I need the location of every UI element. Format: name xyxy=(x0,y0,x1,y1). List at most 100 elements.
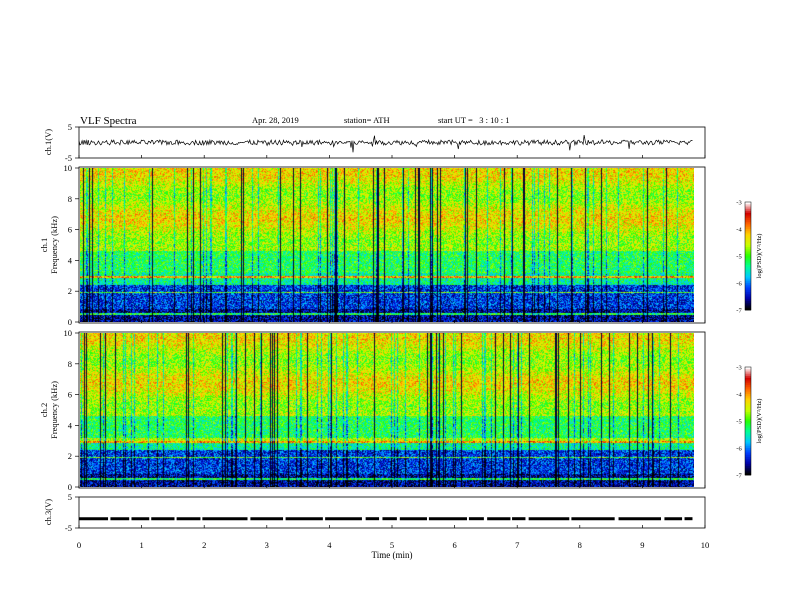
ch1-colorbar-swatch-19 xyxy=(745,236,751,239)
xtick-label-6: 6 xyxy=(452,540,456,550)
ch1-colorbar-swatch-40 xyxy=(745,274,751,277)
ch1-colorbar-swatch-57 xyxy=(745,304,751,307)
ch2-colorbar-frame xyxy=(744,366,752,476)
ch2-colorbar-swatch-42 xyxy=(745,442,751,445)
ch1-waveform-frame xyxy=(78,126,706,159)
ch1-colorbar-tick-4: -7 xyxy=(736,308,742,315)
ch1-colorbar-swatch-38 xyxy=(745,270,751,273)
ch1-colorbar-swatch-11 xyxy=(745,221,751,224)
ch1-colorbar-swatch-16 xyxy=(745,230,751,233)
ch1-spectrogram-image xyxy=(80,168,694,322)
ch1-colorbar-tick-1: -4 xyxy=(736,227,742,234)
ch2-colorbar-swatch-33 xyxy=(745,426,751,429)
ch1-colorbar-swatch-6 xyxy=(745,212,751,215)
figure-title: VLF Spectra xyxy=(80,115,137,127)
ch1-spec-ytick-3: 6 xyxy=(68,225,72,235)
ch1-spec-ytick-0: 0 xyxy=(68,317,72,327)
ch1-colorbar-swatch-24 xyxy=(745,245,751,248)
ch2-colorbar-swatch-20 xyxy=(745,403,751,406)
ch2-spectrogram-ylabel-top: ch.2 xyxy=(39,403,49,417)
ch2-colorbar-swatch-36 xyxy=(745,431,751,434)
ch3-ytick-top: 5 xyxy=(68,492,72,502)
ch1-colorbar-swatch-52 xyxy=(745,295,751,298)
ch1-colorbar-swatch-44 xyxy=(745,281,751,284)
ch1-colorbar-swatch-43 xyxy=(745,279,751,282)
ch1-colorbar-swatch-29 xyxy=(745,254,751,257)
ch2-colorbar-swatch-47 xyxy=(745,451,751,454)
station-label: station= ATH xyxy=(344,115,390,125)
ch2-colorbar-swatch-52 xyxy=(745,460,751,463)
ch2-colorbar-swatch-40 xyxy=(745,439,751,442)
xtick-label-9: 9 xyxy=(640,540,644,550)
xtick-label-0: 0 xyxy=(77,540,81,550)
ch1-colorbar-swatch-5 xyxy=(745,211,751,214)
ch1-colorbar-swatch-42 xyxy=(745,277,751,280)
ch2-colorbar-swatch-41 xyxy=(745,440,751,443)
ch1-spec-ytick-5: 10 xyxy=(64,163,73,173)
ch2-colorbar-swatch-7 xyxy=(745,379,751,382)
ch1-colorbar-swatch-51 xyxy=(745,293,751,296)
ch1-colorbar-swatch-12 xyxy=(745,223,751,226)
ch1-colorbar-swatch-53 xyxy=(745,297,751,300)
xtick-label-10: 10 xyxy=(701,540,710,550)
ch2-colorbar-swatch-25 xyxy=(745,412,751,415)
ch1-spec-ytick-4: 8 xyxy=(68,194,72,204)
xtick-label-3: 3 xyxy=(265,540,269,550)
ch2-colorbar-swatch-8 xyxy=(745,381,751,384)
ch1-colorbar-swatch-49 xyxy=(745,290,751,293)
ch1-colorbar-swatch-23 xyxy=(745,243,751,246)
ch2-colorbar-swatch-32 xyxy=(745,424,751,427)
ch2-colorbar-tick-2: -5 xyxy=(736,419,741,426)
ch2-colorbar-label: log(PSD)(V²/Hz) xyxy=(756,399,763,444)
ch1-colorbar-swatch-10 xyxy=(745,220,751,223)
xtick-label-4: 4 xyxy=(327,540,332,550)
ch1-colorbar-swatch-26 xyxy=(745,248,751,251)
ch1-colorbar-swatch-30 xyxy=(745,256,751,259)
ch2-colorbar-swatch-4 xyxy=(745,374,751,377)
ch2-colorbar-swatch-30 xyxy=(745,421,751,424)
ch1-colorbar-swatch-2 xyxy=(745,205,751,208)
ch2-spec-ytick-0: 0 xyxy=(68,482,72,492)
ch1-colorbar-swatch-39 xyxy=(745,272,751,275)
ch1-colorbar-swatch-37 xyxy=(745,268,751,271)
ch2-colorbar-swatch-43 xyxy=(745,444,751,447)
ch3-waveform-frame xyxy=(78,496,706,529)
ch2-colorbar-swatch-39 xyxy=(745,437,751,440)
ch1-colorbar-swatch-48 xyxy=(745,288,751,291)
ch3-ytick-bottom: -5 xyxy=(65,523,72,533)
ch2-colorbar-swatch-37 xyxy=(745,433,751,436)
ch2-colorbar-swatch-53 xyxy=(745,462,751,465)
ch2-colorbar-swatch-19 xyxy=(745,401,751,404)
ch2-spec-ytick-4: 8 xyxy=(68,359,72,369)
ch2-colorbar-swatch-18 xyxy=(745,399,751,402)
ch2-colorbar-swatch-55 xyxy=(745,466,751,469)
ch1-colorbar-swatch-50 xyxy=(745,292,751,295)
ch1-colorbar-swatch-1 xyxy=(745,203,751,206)
ch1-waveform-ylabel: ch.1(V) xyxy=(43,129,53,155)
ch2-colorbar-swatch-28 xyxy=(745,417,751,420)
ch2-colorbar-swatch-48 xyxy=(745,453,751,456)
ch2-colorbar-swatch-1 xyxy=(745,368,751,371)
ch1-colorbar-tick-3: -6 xyxy=(736,281,742,288)
ch2-colorbar-swatch-27 xyxy=(745,415,751,418)
ch1-colorbar-swatch-25 xyxy=(745,247,751,250)
ch2-colorbar-tick-0: -3 xyxy=(736,365,741,372)
ch1-colorbar-swatch-17 xyxy=(745,232,751,235)
ch1-colorbar-swatch-54 xyxy=(745,299,751,302)
ch2-spec-ytick-2: 4 xyxy=(68,420,73,430)
ch1-colorbar-swatch-41 xyxy=(745,275,751,278)
xtick-label-8: 8 xyxy=(578,540,582,550)
ch1-colorbar-swatch-35 xyxy=(745,265,751,268)
ch2-colorbar-swatch-5 xyxy=(745,376,751,379)
ch1-colorbar-swatch-13 xyxy=(745,225,751,228)
ch1-colorbar-swatch-21 xyxy=(745,239,751,242)
ch1-colorbar-swatch-36 xyxy=(745,266,751,269)
ch1-colorbar-swatch-4 xyxy=(745,209,751,212)
ch1-colorbar-swatch-0 xyxy=(745,202,751,205)
ch3-waveform-ylabel: ch.3(V) xyxy=(43,499,53,525)
ch2-colorbar-swatch-50 xyxy=(745,457,751,460)
ch2-colorbar-swatch-44 xyxy=(745,446,751,449)
ch1-colorbar-swatch-9 xyxy=(745,218,751,221)
ch2-colorbar-swatch-15 xyxy=(745,394,751,397)
